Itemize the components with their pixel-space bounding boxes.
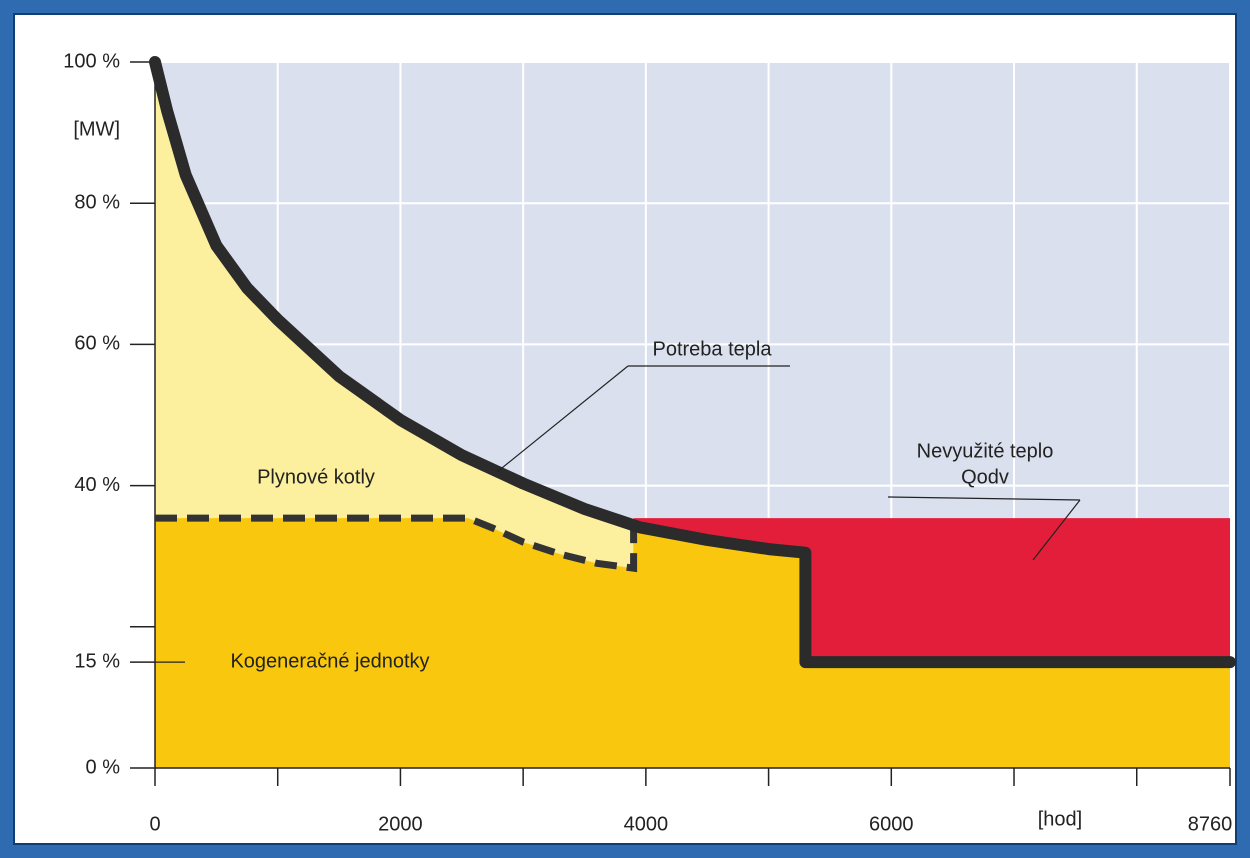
x-tick-label: 2000 xyxy=(378,813,423,835)
cogeneration-line xyxy=(155,514,638,573)
annotation: Qodv xyxy=(961,466,1009,488)
y-axis-label: [MW] xyxy=(73,118,120,140)
leader-line xyxy=(1032,499,1081,561)
y-tick-label: 0 % xyxy=(86,756,121,778)
y-tick-label: 40 % xyxy=(74,474,120,496)
y-tick-label: 60 % xyxy=(74,333,120,355)
annotation: Nevyužité teplo xyxy=(917,440,1054,462)
y-tick-label: 80 % xyxy=(74,191,120,213)
x-tick-label: 4000 xyxy=(624,813,669,835)
x-axis-label: [hod] xyxy=(1038,808,1082,830)
annotation: Potreba tepla xyxy=(653,338,773,360)
y-tick-label: 15 % xyxy=(74,650,120,672)
x-tick-label: 0 xyxy=(149,813,160,835)
demand-line xyxy=(149,56,1236,669)
leader-line xyxy=(887,496,1081,501)
x-tick-label: 6000 xyxy=(869,813,914,835)
y-tick-label: 100 % xyxy=(63,50,120,72)
leader-line xyxy=(496,365,629,473)
cogeneration-area xyxy=(155,518,1230,768)
annotation: Plynové kotly xyxy=(257,466,375,488)
annotation: Kogeneračné jednotky xyxy=(230,650,429,672)
x-tick-label: 8760 xyxy=(1188,813,1233,835)
